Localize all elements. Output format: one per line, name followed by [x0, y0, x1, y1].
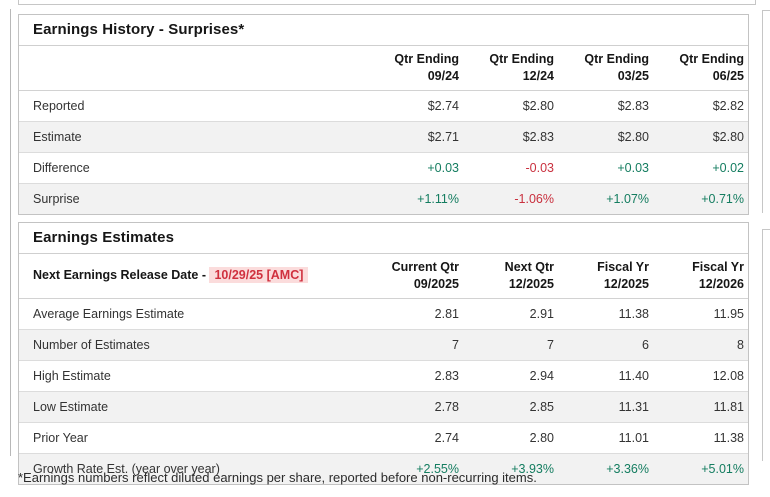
cell-value: 7 [463, 329, 558, 361]
cell-value: +0.02 [653, 152, 748, 184]
table-row: Difference +0.03 -0.03 +0.03 +0.02 [19, 152, 748, 184]
column-header: Qtr Ending 03/25 [558, 46, 653, 91]
cell-value: +0.03 [368, 152, 463, 184]
cell-value: $2.82 [712, 99, 744, 113]
table-row: High Estimate 2.83 2.94 11.40 12.08 [19, 360, 748, 392]
earnings-history-table: Qtr Ending 09/24 Qtr Ending 12/24 Qtr Ending… [19, 46, 748, 214]
cell-value: 2.85 [463, 391, 558, 423]
cell-value: 11.38 [653, 422, 748, 454]
footnote: *Earnings numbers reflect diluted earnin… [18, 470, 537, 485]
row-label: Growth Rate Est. (year over year) [19, 453, 368, 484]
cell-value: -0.03 [463, 152, 558, 184]
column-header-row: Qtr Ending 09/24 Qtr Ending 12/24 Qtr Ending… [19, 46, 748, 91]
cell-value: 12.08 [653, 360, 748, 392]
cell-value: +3.93% [463, 453, 558, 484]
row-label: Surprise [19, 183, 368, 214]
earnings-estimates-table: Next Earnings Release Date - 10/29/25 [A… [19, 254, 748, 484]
cell-value: +3.36% [558, 453, 653, 484]
table-row: Surprise +1.11% -1.06% +1.07% +0.71% [19, 183, 748, 214]
column-header: Fiscal Yr 12/2026 [653, 254, 748, 299]
cell-value: 2.80 [463, 422, 558, 454]
cell-value: +5.01% [653, 453, 748, 484]
cell-value: $2.80 [653, 121, 748, 153]
column-header: Next Qtr 12/2025 [463, 254, 558, 299]
row-label: High Estimate [19, 360, 368, 392]
empty-header-cell [19, 46, 368, 91]
column-header: Current Qtr 09/2025 [368, 254, 463, 299]
column-header: Qtr Ending 06/25 [653, 46, 748, 91]
cell-value: 2.81 [434, 307, 459, 321]
table-row: Low Estimate 2.78 2.85 11.31 11.81 [19, 391, 748, 423]
release-date-label: Next Earnings Release Date - [33, 268, 210, 283]
cell-value: $2.71 [368, 121, 463, 153]
earnings-estimates-title: Earnings Estimates [19, 223, 748, 254]
cell-value: $2.83 [463, 121, 558, 153]
cell-value: $2.80 [558, 121, 653, 153]
cell-value: 2.83 [368, 360, 463, 392]
cell-value: $2.80 [522, 99, 554, 113]
cell-value: 11.38 [618, 307, 649, 321]
cell-value: 11.40 [558, 360, 653, 392]
cell-value: +0.71% [653, 183, 748, 214]
table-row: Growth Rate Est. (year over year) +2.55% +… [19, 453, 748, 484]
cell-value: 2.94 [463, 360, 558, 392]
earnings-estimates-card: Earnings Estimates Next Earnings Release… [18, 222, 749, 485]
table-row: Prior Year 2.74 2.80 11.01 11.38 [19, 422, 748, 454]
cell-value: 2.74 [368, 422, 463, 454]
cell-value: 11.95 [713, 307, 744, 321]
column-header-row: Next Earnings Release Date - 10/29/25 [A… [19, 254, 748, 299]
next-earnings-release-date: Next Earnings Release Date - 10/29/25 [A… [19, 254, 368, 299]
table-row: Average Earnings Estimate 2.81 2.91 11.38 11… [19, 299, 748, 330]
column-header: Fiscal Yr 12/2025 [558, 254, 653, 299]
earnings-history-title: Earnings History - Surprises* [19, 15, 748, 46]
right-panel-edge-top [762, 10, 770, 213]
cell-value: $2.74 [427, 99, 459, 113]
previous-panel-edge [18, 0, 756, 5]
earnings-history-card: Earnings History - Surprises* Qtr Ending… [18, 14, 749, 215]
cell-value: +0.03 [558, 152, 653, 184]
row-label: Low Estimate [19, 391, 368, 423]
cell-value: $2.83 [617, 99, 649, 113]
release-date-value: 10/29/25 [AMC] [209, 267, 309, 284]
cell-value: 11.01 [558, 422, 653, 454]
row-label: Prior Year [19, 422, 368, 454]
cell-value: +2.55% [368, 453, 463, 484]
cell-value: +1.11% [368, 183, 463, 214]
row-label: Number of Estimates [19, 329, 368, 361]
table-row: Estimate $2.71 $2.83 $2.80 $2.80 [19, 121, 748, 153]
row-label: Estimate [19, 121, 368, 153]
cell-value: +1.07% [558, 183, 653, 214]
cell-value: 7 [368, 329, 463, 361]
cell-value: 11.81 [653, 391, 748, 423]
column-header: Qtr Ending 12/24 [463, 46, 558, 91]
column-divider [10, 9, 11, 456]
column-header: Qtr Ending 09/24 [368, 46, 463, 91]
row-label: Average Earnings Estimate [33, 307, 185, 321]
table-row: Number of Estimates 7 7 6 8 [19, 329, 748, 361]
row-label: Reported [33, 99, 85, 113]
cell-value: 6 [558, 329, 653, 361]
cell-value: 2.91 [529, 307, 554, 321]
cell-value: 11.31 [558, 391, 653, 423]
cell-value: 8 [653, 329, 748, 361]
cell-value: -1.06% [463, 183, 558, 214]
right-panel-edge-bottom [762, 229, 770, 461]
cell-value: 2.78 [368, 391, 463, 423]
table-row: Reported $2.74 $2.80 $2.83 $2.82 [19, 91, 748, 122]
row-label: Difference [19, 152, 368, 184]
